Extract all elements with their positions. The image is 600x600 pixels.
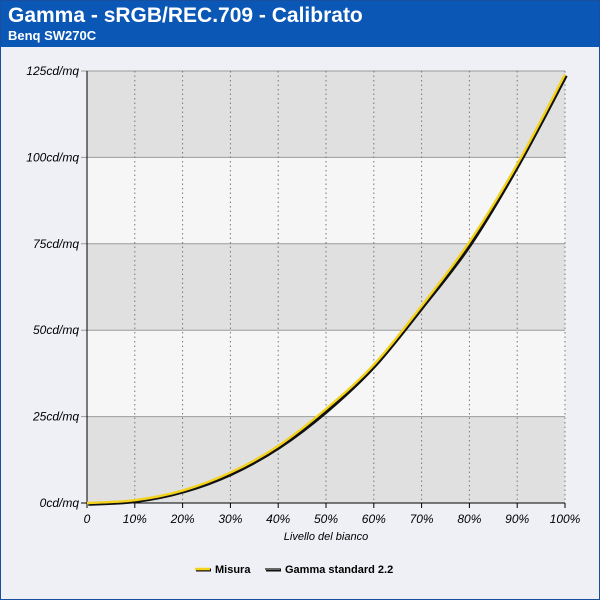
x-tick-label-6: 60% <box>362 512 386 526</box>
legend-label-misura: Misura <box>215 564 251 576</box>
legend: Misura Gamma standard 2.2 <box>195 564 393 576</box>
x-tick-label-0: 0 <box>84 512 91 526</box>
x-tick-labels: 0 10% 20% 30% 40% 50% 60% 70% 80% 90% 100% <box>84 512 581 526</box>
x-tick-label-10: 100% <box>550 512 581 526</box>
y-tick-labels: 0cd/mq 25cd/mq 50cd/mq 75cd/mq 100cd/mq 125cd… <box>26 64 79 510</box>
x-tick-label-5: 50% <box>314 512 338 526</box>
legend-label-gamma-standard: Gamma standard 2.2 <box>285 564 393 576</box>
chart-subtitle: Benq SW270C <box>8 28 97 43</box>
chart-header: Gamma - sRGB/REC.709 - Calibrato Benq SW… <box>1 1 599 47</box>
axes <box>81 71 566 508</box>
x-tick-label-8: 80% <box>457 512 481 526</box>
y-tick-label-5: 125cd/mq <box>26 64 79 78</box>
series-line-gamma-standard <box>88 74 568 506</box>
y-tick-label-1: 25cd/mq <box>32 410 79 424</box>
x-tick-label-9: 90% <box>505 512 529 526</box>
y-tick-label-3: 75cd/mq <box>33 237 79 251</box>
x-tick-label-1: 10% <box>123 512 147 526</box>
x-tick-label-4: 40% <box>266 512 290 526</box>
x-tick-label-7: 70% <box>410 512 434 526</box>
y-tick-label-4: 100cd/mq <box>26 150 79 164</box>
chart-title: Gamma - sRGB/REC.709 - Calibrato <box>8 4 363 27</box>
series-lines <box>86 73 568 506</box>
series-line-misura <box>86 73 567 505</box>
x-axis-label: Livello del bianco <box>284 531 368 543</box>
x-tick-label-2: 20% <box>170 512 195 526</box>
y-tick-label-0: 0cd/mq <box>40 496 80 510</box>
y-tick-label-2: 50cd/mq <box>33 323 79 337</box>
x-tick-label-3: 30% <box>218 512 242 526</box>
